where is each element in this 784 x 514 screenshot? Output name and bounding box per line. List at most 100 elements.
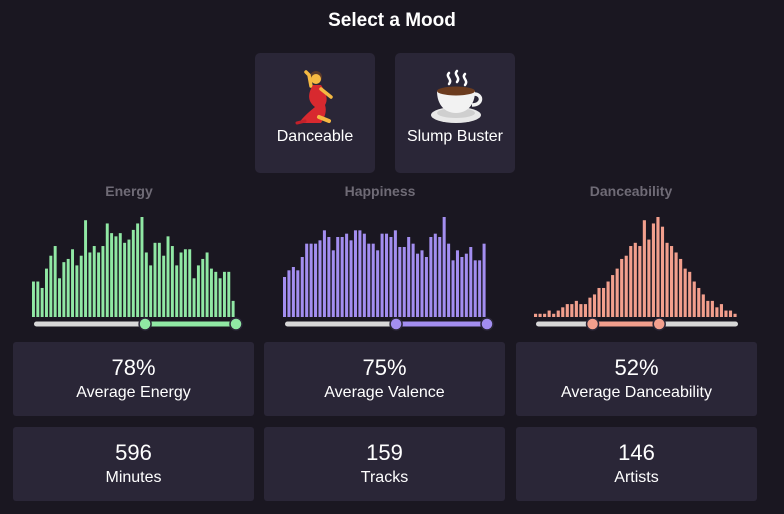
range-slider-min-handle[interactable] bbox=[585, 317, 600, 331]
histogram-bar bbox=[624, 255, 628, 317]
histogram-bar bbox=[300, 257, 304, 317]
histogram-bar bbox=[647, 239, 651, 317]
stat-value: 596 bbox=[115, 440, 152, 465]
histogram-bar bbox=[345, 233, 349, 317]
histogram-bar bbox=[633, 242, 637, 317]
mood-label: Slump Buster bbox=[406, 128, 504, 145]
histogram-bar bbox=[416, 253, 420, 317]
stat-tracks: 159 Tracks bbox=[264, 427, 505, 501]
histogram-bar bbox=[131, 229, 135, 317]
danceability-histogram: Danceability bbox=[516, 180, 746, 352]
histogram-bar bbox=[92, 246, 96, 317]
range-slider-selection bbox=[145, 321, 236, 327]
histogram-bar bbox=[473, 260, 477, 317]
histogram-bar bbox=[327, 237, 331, 317]
energy-histogram: Energy bbox=[14, 180, 244, 352]
histogram-bar bbox=[322, 230, 326, 317]
histogram-bar bbox=[728, 310, 733, 317]
histogram-bar bbox=[331, 250, 335, 317]
histogram-bar bbox=[136, 223, 140, 317]
histogram-bar bbox=[469, 247, 473, 317]
histogram-bar bbox=[424, 257, 428, 317]
stat-value: 75% bbox=[362, 355, 407, 380]
histogram-bar bbox=[105, 223, 109, 317]
histogram-bar bbox=[97, 252, 101, 317]
histogram-bar bbox=[162, 255, 166, 317]
histogram-bar bbox=[58, 278, 61, 317]
histogram-bar bbox=[679, 258, 683, 317]
histogram-bar bbox=[482, 243, 486, 317]
histogram-bar bbox=[656, 217, 660, 317]
histogram-bar bbox=[447, 243, 451, 317]
stat-label: Average Energy bbox=[76, 384, 191, 401]
histogram-bar bbox=[283, 277, 287, 317]
histogram-bar bbox=[222, 271, 226, 317]
histogram-bar bbox=[620, 258, 624, 317]
histogram-bar bbox=[362, 233, 366, 317]
range-slider-max-handle[interactable] bbox=[229, 317, 243, 331]
range-slider-max-handle[interactable] bbox=[652, 317, 666, 331]
histogram-bar bbox=[291, 267, 295, 317]
range-slider-min-handle[interactable] bbox=[138, 317, 152, 331]
range-slider-min-handle[interactable] bbox=[389, 317, 403, 331]
stat-average-energy: 78% Average Energy bbox=[13, 342, 254, 416]
histogram-bar bbox=[429, 237, 433, 317]
histogram-bar bbox=[629, 246, 633, 317]
stat-minutes: 596 Minutes bbox=[13, 427, 254, 501]
histogram-bar bbox=[674, 252, 678, 317]
histogram-bar bbox=[692, 281, 696, 317]
histogram-bar bbox=[455, 250, 459, 317]
histogram-bar bbox=[305, 243, 309, 317]
histogram-bar bbox=[201, 258, 205, 317]
range-slider-selection bbox=[592, 321, 660, 327]
stat-label: Minutes bbox=[105, 469, 162, 486]
histogram-bar bbox=[420, 250, 424, 317]
histogram-bar bbox=[583, 304, 587, 317]
histogram-bar bbox=[642, 220, 646, 317]
range-slider-max-handle[interactable] bbox=[480, 317, 494, 331]
histogram-chart bbox=[32, 217, 243, 331]
histogram-bar bbox=[534, 313, 538, 317]
histogram-bar bbox=[380, 233, 384, 317]
histogram-bar bbox=[227, 271, 231, 317]
histogram-bar bbox=[602, 287, 606, 317]
histogram-bar bbox=[84, 220, 88, 317]
stat-average-danceability: 52% Average Danceability bbox=[516, 342, 757, 416]
histogram-bar bbox=[371, 243, 375, 317]
histogram-bar bbox=[66, 258, 70, 317]
histogram-bar bbox=[724, 310, 728, 317]
histogram-title: Happiness bbox=[344, 183, 416, 199]
histogram-bar bbox=[592, 294, 597, 317]
histogram-bar bbox=[175, 265, 179, 317]
histogram-bar bbox=[606, 281, 610, 317]
histogram-bar bbox=[101, 246, 105, 317]
histogram-bar bbox=[179, 252, 183, 317]
histogram-bar bbox=[615, 268, 619, 317]
histogram-bar bbox=[611, 275, 615, 317]
histogram-bar bbox=[79, 255, 83, 317]
histogram-bar bbox=[53, 246, 57, 317]
histogram-title: Energy bbox=[105, 183, 153, 199]
histogram-bar bbox=[433, 233, 437, 317]
histogram-bar bbox=[552, 313, 556, 317]
histogram-bar bbox=[88, 252, 92, 317]
histogram-bar bbox=[45, 268, 48, 317]
histogram-bar bbox=[565, 304, 569, 317]
histogram-bar bbox=[393, 230, 397, 317]
histogram-bar bbox=[670, 246, 674, 317]
mood-card-danceable[interactable]: Danceable bbox=[255, 53, 375, 173]
histogram-bar bbox=[570, 304, 574, 317]
mood-card-slump-buster[interactable]: Slump Buster bbox=[395, 53, 515, 173]
histogram-bar bbox=[309, 243, 313, 317]
histogram-bar bbox=[478, 260, 482, 317]
histogram-bar bbox=[157, 242, 161, 317]
page-title: Select a Mood bbox=[328, 10, 456, 31]
histogram-bar bbox=[196, 265, 200, 317]
histogram-bar bbox=[349, 240, 353, 317]
histogram-bar bbox=[149, 265, 153, 317]
histogram-bar bbox=[144, 252, 148, 317]
histogram-bar bbox=[385, 233, 389, 317]
histogram-bar bbox=[438, 237, 442, 317]
histogram-bar bbox=[231, 300, 235, 317]
histogram-bar bbox=[40, 287, 44, 317]
